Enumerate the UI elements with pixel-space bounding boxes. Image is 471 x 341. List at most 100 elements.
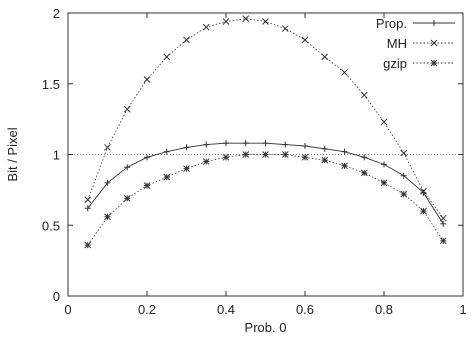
data-point (183, 144, 190, 151)
data-point (104, 213, 111, 221)
data-point (282, 141, 289, 148)
data-point-stroke (84, 241, 92, 249)
data-point (440, 220, 447, 227)
data-point (341, 69, 348, 76)
data-point (321, 53, 329, 61)
data-point-stroke (380, 118, 388, 126)
data-point-stroke (242, 151, 250, 158)
data-point-stroke (439, 237, 447, 245)
data-point (400, 190, 408, 198)
data-point (341, 162, 348, 170)
data-point (400, 149, 408, 157)
data-point-stroke (262, 151, 269, 158)
x-tick-label: 0.8 (375, 302, 393, 317)
y-tick-label: 1.5 (42, 77, 60, 92)
data-point (84, 241, 92, 249)
data-point-stroke (123, 195, 131, 202)
data-point (163, 53, 171, 61)
data-point-stroke (222, 18, 230, 25)
data-point-stroke (104, 144, 111, 151)
data-point (202, 23, 210, 31)
data-point (143, 76, 151, 83)
series-gzip (84, 151, 447, 249)
data-point-stroke (262, 18, 269, 25)
data-point (361, 154, 368, 161)
data-point-stroke (163, 53, 171, 61)
data-point (321, 145, 328, 152)
data-point (84, 205, 91, 212)
data-point-stroke (420, 207, 427, 215)
data-point-stroke (222, 153, 230, 161)
data-point (301, 153, 309, 161)
legend-label: Prop. (376, 16, 407, 31)
data-point (360, 169, 368, 177)
data-point-stroke (143, 76, 151, 83)
legend-swatch-marker-stroke (430, 59, 438, 67)
data-point (400, 172, 407, 179)
data-point (202, 158, 210, 165)
data-point (281, 25, 289, 32)
y-tick-label: 1 (53, 148, 60, 163)
legend-label: MH (387, 36, 407, 51)
data-point (84, 196, 92, 204)
data-point-stroke (360, 91, 368, 99)
data-point-stroke (281, 25, 289, 32)
data-point (163, 173, 171, 181)
data-point (123, 105, 131, 113)
x-tick-label: 0 (64, 302, 71, 317)
x-tick-label: 0.6 (296, 302, 314, 317)
data-point-stroke (380, 179, 388, 187)
data-point-stroke (281, 151, 289, 158)
data-point (301, 36, 309, 44)
data-point-stroke (183, 36, 190, 44)
data-point (183, 165, 190, 173)
y-tick-label: 0 (53, 289, 60, 304)
data-point (104, 179, 111, 186)
data-point (380, 118, 388, 126)
legend-swatch-marker-stroke (430, 39, 438, 47)
data-point-stroke (242, 15, 250, 23)
data-point (321, 156, 329, 164)
data-point (380, 179, 388, 187)
y-tick-label: 2 (53, 6, 60, 21)
legend-swatch-marker (430, 59, 438, 67)
data-point-stroke (202, 23, 210, 31)
data-point-stroke (439, 214, 447, 222)
data-point (262, 18, 269, 25)
data-point (302, 143, 308, 150)
y-tick-label: 0.5 (42, 218, 60, 233)
legend-label: gzip (383, 56, 407, 71)
data-point (183, 36, 190, 44)
data-point (163, 148, 170, 155)
data-point-stroke (341, 162, 348, 170)
data-point (144, 154, 150, 161)
data-point (420, 207, 427, 215)
data-point (242, 151, 250, 158)
data-point (222, 153, 230, 161)
data-point-stroke (123, 105, 131, 113)
data-point-stroke (84, 196, 92, 204)
data-point (143, 182, 151, 189)
data-point-stroke (400, 149, 408, 157)
data-point-stroke (104, 213, 111, 221)
axis-ticks: 0 0.2 0.4 0.6 0.8 1 0 0.5 1 1.5 2 (42, 6, 467, 317)
x-tick-label: 1 (459, 302, 466, 317)
x-tick-label: 0.4 (217, 302, 235, 317)
series-layer (84, 15, 447, 249)
data-point-stroke (202, 158, 210, 165)
data-point (439, 237, 447, 245)
data-point-stroke (360, 169, 368, 177)
data-point (262, 151, 269, 158)
data-point (262, 140, 269, 147)
y-axis-label: Bit / Pixel (5, 127, 20, 181)
data-point (281, 151, 289, 158)
data-point (222, 18, 230, 25)
data-point (242, 140, 249, 147)
data-point (123, 195, 131, 202)
legend-swatch-marker (430, 39, 438, 47)
x-axis-label: Prob. 0 (245, 320, 287, 335)
data-point (124, 164, 131, 171)
series-prop (84, 140, 447, 227)
x-tick-label: 0.2 (138, 302, 156, 317)
